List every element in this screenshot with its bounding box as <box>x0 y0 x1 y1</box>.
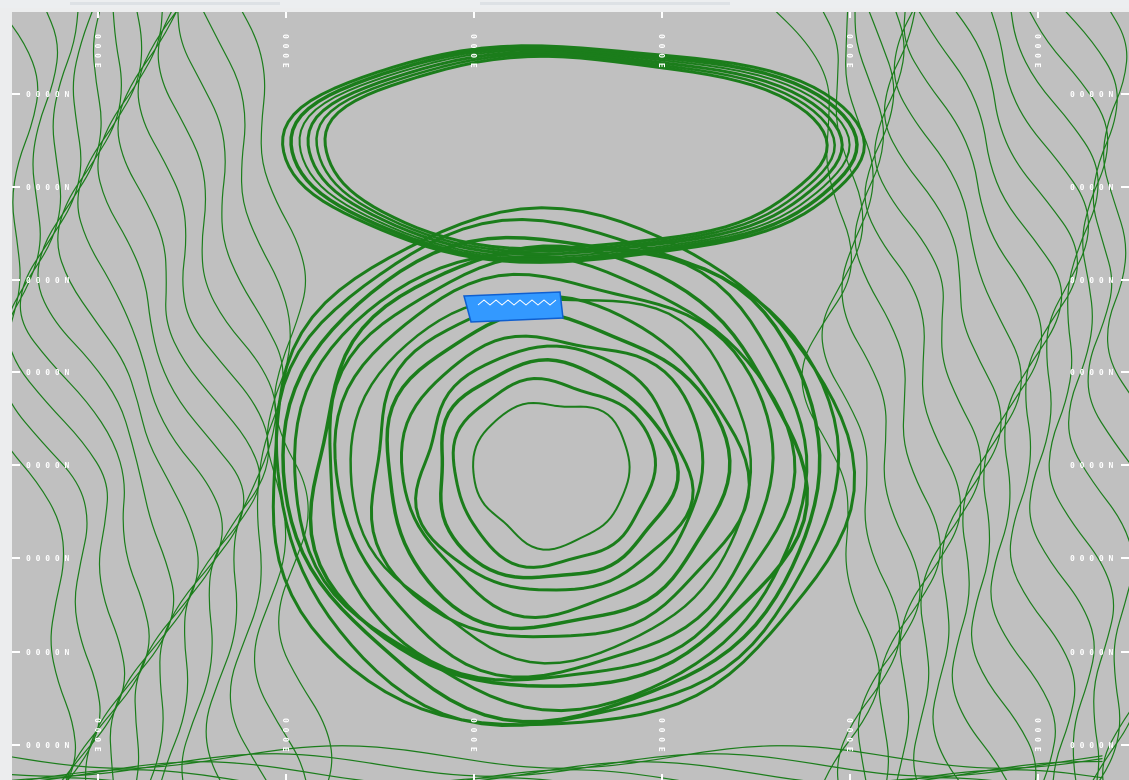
contour-map-canvas[interactable]: 0 0 0 0 N 0 0 0 0 N 0 0 0 0 N 0 0 0 0 N 0 0 … <box>12 12 1129 780</box>
pit-bench-contour-12 <box>414 344 695 592</box>
northing-label-left: 0 0 0 0 N <box>26 741 70 750</box>
terrain-contour-east-8 <box>893 12 1022 780</box>
pit-bench-contour-6 <box>328 255 797 682</box>
terrain-contour-east-12 <box>990 12 1095 780</box>
terrain-contour-west-12 <box>177 12 284 780</box>
northing-label-right: 0 0 0 0 N <box>1070 183 1114 192</box>
easting-label-top: 0 0 0 E <box>469 34 478 68</box>
easting-label-bottom: 0 0 0 E <box>281 718 290 752</box>
terrain-contour-south-1 <box>12 745 1103 769</box>
terrain-contour-east-2 <box>821 12 901 780</box>
north-ridge-contour-4 <box>298 49 851 258</box>
terrain-contour-west-2 <box>12 12 101 780</box>
terrain-contour-east-10 <box>918 12 1063 780</box>
terrain-contour-west-11 <box>157 12 277 780</box>
easting-label-bottom: 0 0 0 E <box>469 718 478 752</box>
easting-label-bottom: 0 0 0 E <box>657 718 666 752</box>
terrain-contour-east-1 <box>775 12 880 780</box>
pit-bench-contour-3 <box>281 235 822 724</box>
terrain-contour-west-5 <box>37 12 175 780</box>
terrain-contour-west-8 <box>97 12 245 780</box>
contour-lines <box>12 12 1129 780</box>
easting-label-bottom: 0 0 0 E <box>845 718 854 752</box>
terrain-contour-east-11 <box>955 12 1078 780</box>
terrain-contour-south-2 <box>12 753 1103 777</box>
easting-label-top: 0 0 0 E <box>93 34 102 68</box>
pit-bench-contour-14 <box>451 377 657 569</box>
north-ridge-contour-3 <box>306 50 844 256</box>
pit-bench-contour-15 <box>472 402 631 551</box>
terrain-contour-west-3 <box>12 12 126 780</box>
pit-bench-contour-7 <box>333 272 775 679</box>
northing-label-left: 0 0 0 0 N <box>26 368 70 377</box>
northing-label-right: 0 0 0 0 N <box>1070 90 1114 99</box>
selection-polygon-icon[interactable] <box>463 291 564 323</box>
northing-label-left: 0 0 0 0 N <box>26 183 70 192</box>
easting-label-top: 0 0 0 E <box>845 34 854 68</box>
window-top-strip <box>0 0 1129 8</box>
easting-label-bottom: 0 0 0 E <box>1033 718 1042 752</box>
easting-label-bottom: 0 0 0 E <box>93 718 102 752</box>
pit-bench-contour-10 <box>385 311 732 631</box>
terrain-contour-east-4 <box>854 12 941 780</box>
northing-label-left: 0 0 0 0 N <box>26 554 70 563</box>
contour-map-svg[interactable]: 0 0 0 0 N 0 0 0 0 N 0 0 0 0 N 0 0 0 0 N 0 0 … <box>12 12 1129 780</box>
terrain-contour-west-6 <box>57 12 199 780</box>
northing-label-right: 0 0 0 0 N <box>1070 461 1114 470</box>
terrain-contour-west-9 <box>117 12 261 780</box>
terrain-contour-east-15 <box>1065 12 1129 780</box>
northing-label-right: 0 0 0 0 N <box>1070 648 1114 657</box>
terrain-contour-east-13 <box>1010 12 1115 780</box>
easting-label-top: 0 0 0 E <box>1033 34 1042 68</box>
pit-bench-contour-5 <box>308 244 809 688</box>
terrain-contour-east-7 <box>883 12 1002 780</box>
terrain-contour-east-3 <box>841 12 921 780</box>
pit-bench-contour-11 <box>400 334 705 619</box>
terrain-contour-east-5 <box>864 12 962 780</box>
pit-bench-contour-9 <box>370 294 751 639</box>
pit-bench-contour-13 <box>439 358 680 580</box>
north-ridge-contour-5 <box>289 46 859 262</box>
north-ridge-contour-1 <box>323 54 829 251</box>
easting-label-top: 0 0 0 E <box>657 34 666 68</box>
terrain-contour-south-4 <box>24 769 1103 780</box>
pit-bench-contour-8 <box>349 297 753 665</box>
north-ridge-contour-2 <box>315 52 836 253</box>
northing-label-left: 0 0 0 0 N <box>26 276 70 285</box>
northing-label-left: 0 0 0 0 N <box>26 648 70 657</box>
terrain-contour-west-1 <box>12 24 77 780</box>
grid-labels: 0 0 0 0 N 0 0 0 0 N 0 0 0 0 N 0 0 0 0 N 0 0 … <box>12 12 1129 780</box>
north-ridge-contour-6 <box>281 44 866 264</box>
terrain-contour-west-10 <box>137 12 270 780</box>
northing-label-right: 0 0 0 0 N <box>1070 741 1114 750</box>
terrain-contour-west-4 <box>19 12 150 780</box>
terrain-contour-east-9 <box>903 12 1043 780</box>
terrain-contour-east-16 <box>1102 12 1129 780</box>
terrain-contour-west-7 <box>77 12 223 780</box>
easting-label-top: 0 0 0 E <box>281 34 290 68</box>
northing-label-left: 0 0 0 0 N <box>26 461 70 470</box>
terrain-contour-west-13 <box>203 12 307 780</box>
northing-label-right: 0 0 0 0 N <box>1070 276 1114 285</box>
terrain-contour-west-14 <box>241 12 333 780</box>
terrain-contour-south-3 <box>39 760 1103 780</box>
terrain-contour-east-14 <box>1029 12 1129 780</box>
northing-label-right: 0 0 0 0 N <box>1070 554 1114 563</box>
pit-bench-contour-1 <box>271 206 856 727</box>
terrain-contour-east-6 <box>874 12 982 780</box>
selection-hatch <box>477 299 557 306</box>
pit-bench-contour-4 <box>293 247 809 713</box>
northing-label-left: 0 0 0 0 N <box>26 90 70 99</box>
selected-polygon[interactable] <box>463 291 564 323</box>
northing-label-right: 0 0 0 0 N <box>1070 368 1114 377</box>
